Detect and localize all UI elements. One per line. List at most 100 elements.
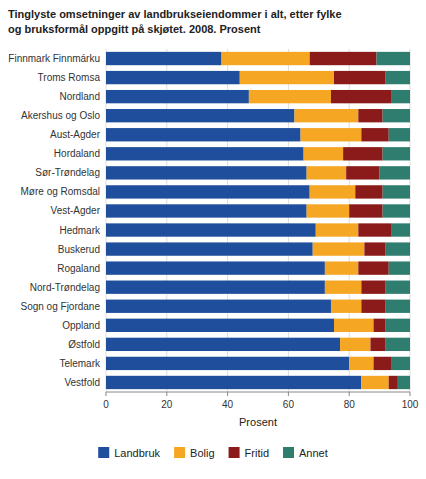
legend-swatch [98,447,109,458]
bar-segment [386,281,410,294]
bar-segment [383,185,410,198]
bar-segment [106,281,325,294]
bar-segment [386,338,410,351]
bar-segment [106,261,325,274]
tick-label: 40 [222,399,234,410]
bar-segment [331,90,392,103]
category-label: Hordaland [54,148,100,159]
bar-segment [386,71,410,84]
x-axis-label: Prosent [239,416,277,428]
bar-segment [106,147,304,160]
tick-mark [410,392,411,396]
category-label: Hedmark [59,225,101,236]
bar-segment [386,319,410,332]
bar-segment [389,376,398,389]
title-line: og bruksformål oppgitt på skjøtet. 2008.… [8,23,261,35]
tick-mark [106,392,107,396]
bar-segment [301,128,362,141]
bar-segment [325,281,361,294]
bar-segment [106,300,331,313]
category-label: Vestfold [64,377,100,388]
bar-segment [383,147,410,160]
bar-segment [349,204,382,217]
bar-segment [106,109,294,122]
bar-segment [106,90,249,103]
bar-segment [383,109,410,122]
bar-segment [374,357,392,370]
bar-segment [361,300,385,313]
bar-segment [383,204,410,217]
bar-segment [106,338,340,351]
bar-segment [398,376,410,389]
bar-segment [307,204,350,217]
bar-segment [106,376,361,389]
tick-mark [227,392,228,396]
category-label: Finnmark Finnmárku [8,53,100,64]
title: Tinglyste omsetninger av landbrukseiendo… [8,8,342,35]
bars [106,52,410,389]
legend-label: Bolig [190,447,214,459]
bar-segment [334,319,374,332]
bar-segment [325,261,358,274]
category-label: Østfold [68,339,100,350]
bar-segment [370,338,385,351]
bar-segment [334,71,386,84]
tick-label: 100 [402,399,419,410]
tick-mark [288,392,289,396]
bar-segment [310,185,356,198]
grid [106,49,410,392]
category-label: Troms Romsa [38,72,101,83]
bar-segment [374,319,386,332]
category-label: Nordland [59,91,100,102]
legend-item: Bolig [174,447,214,459]
legend-label: Landbruk [114,447,160,459]
bar-segment [304,147,344,160]
tick-mark [349,392,350,396]
bar-segment [380,166,410,179]
bar-segment [377,52,410,65]
bar-segment [106,52,222,65]
tick-label: 80 [344,399,356,410]
legend-swatch [174,447,185,458]
category-label: Møre og Romsdal [21,186,100,197]
bar-segment [331,300,361,313]
x-axis-line [106,392,410,393]
bar-segment [316,223,359,236]
bar-segment [358,109,382,122]
bar-segment [392,223,410,236]
title-line: Tinglyste omsetninger av landbrukseiendo… [8,8,342,20]
bar-segment [392,90,410,103]
bar-segment [222,52,310,65]
bar-segment [106,128,301,141]
bar-segment [106,204,307,217]
category-label: Buskerud [58,244,100,255]
bar-segment [392,357,410,370]
category-label: Rogaland [57,263,100,274]
bar-segment [106,223,316,236]
bar-segment [106,71,240,84]
bar-segment [106,166,307,179]
legend-item: Fritid [229,447,269,459]
bar-segment [313,242,365,255]
bar-segment [346,166,379,179]
tick-label: 60 [283,399,295,410]
bar-segment [349,357,373,370]
legend-item: Annet [283,447,328,459]
tick-label: 0 [103,399,109,410]
bar-segment [361,128,388,141]
chart: Tinglyste omsetninger av landbrukseiendo… [0,0,426,479]
bar-segment [340,338,370,351]
bar-segment [361,281,385,294]
legend-label: Annet [299,447,328,459]
bar-segment [307,166,347,179]
category-label: Sogn og Fjordane [20,301,100,312]
category-label: Telemark [59,358,101,369]
bar-segment [361,376,388,389]
legend-label: Fritid [245,447,269,459]
bar-segment [358,261,388,274]
bar-segment [386,242,410,255]
bar-segment [389,128,410,141]
bar-segment [106,319,334,332]
bar-segment [343,147,383,160]
bar-segment [106,185,310,198]
